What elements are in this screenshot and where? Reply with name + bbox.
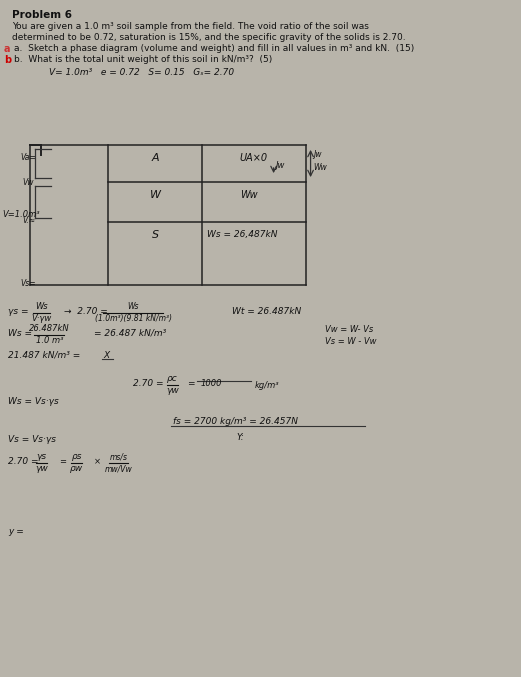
Text: a: a [4, 44, 10, 54]
Text: Jw: Jw [276, 161, 285, 170]
Text: Vw: Vw [23, 178, 34, 187]
Text: ρw: ρw [70, 464, 83, 473]
Text: 21.487 kN/m³ =: 21.487 kN/m³ = [8, 351, 80, 360]
Text: (1.0m³)(9.81 kN/m³): (1.0m³)(9.81 kN/m³) [95, 314, 171, 323]
Text: V= 1.0m³   e = 0.72   S= 0.15   Gₛ= 2.70: V= 1.0m³ e = 0.72 S= 0.15 Gₛ= 2.70 [49, 68, 234, 77]
Text: V·γw: V·γw [31, 314, 52, 323]
Text: 1.0 m³: 1.0 m³ [35, 336, 63, 345]
Text: b: b [4, 55, 11, 65]
Text: Ws = Vs·γs: Ws = Vs·γs [8, 397, 59, 406]
Text: γs: γs [36, 452, 46, 461]
Text: mw/Vw: mw/Vw [104, 464, 132, 473]
Text: b.  What is the total unit weight of this soil in kN/m³?  (5): b. What is the total unit weight of this… [14, 55, 272, 64]
Text: X: X [104, 351, 109, 360]
Text: determined to be 0.72, saturation is 15%, and the specific gravity of the solids: determined to be 0.72, saturation is 15%… [12, 33, 405, 42]
Text: Ww: Ww [240, 190, 258, 200]
Text: γs =: γs = [8, 307, 28, 316]
Text: W: W [150, 190, 161, 200]
Text: ×: × [94, 457, 101, 466]
Text: Vs = W - Vw: Vs = W - Vw [325, 337, 377, 346]
Text: =: = [59, 457, 66, 466]
Text: fs = 2700 kg/m³ = 26.457N: fs = 2700 kg/m³ = 26.457N [172, 417, 297, 426]
Text: Va=: Va= [21, 153, 36, 162]
Text: Ww: Ww [314, 163, 327, 172]
Text: Y:: Y: [237, 433, 244, 442]
Text: γw: γw [35, 464, 48, 473]
Text: Ws: Ws [127, 302, 139, 311]
Text: 2.70 =: 2.70 = [133, 379, 164, 388]
Text: ρs: ρs [72, 452, 82, 461]
Text: ρc: ρc [167, 374, 178, 383]
Text: You are given a 1.0 m³ soil sample from the field. The void ratio of the soil wa: You are given a 1.0 m³ soil sample from … [12, 22, 369, 31]
Text: S: S [152, 230, 159, 240]
Text: 26.487kN: 26.487kN [29, 324, 70, 333]
Text: Problem 6: Problem 6 [12, 10, 72, 20]
Text: A: A [152, 153, 159, 163]
Text: Wt = 26.487kN: Wt = 26.487kN [232, 307, 301, 316]
Text: Vw = W- Vs: Vw = W- Vs [325, 325, 374, 334]
Text: Jw: Jw [314, 150, 322, 159]
Text: V.≈: V.≈ [23, 216, 36, 225]
Text: a.  Sketch a phase diagram (volume and weight) and fill in all values in m³ and : a. Sketch a phase diagram (volume and we… [14, 44, 414, 53]
Text: Ws: Ws [35, 302, 48, 311]
Text: Ws = 26,487kN: Ws = 26,487kN [207, 230, 278, 239]
Text: ms/s: ms/s [109, 452, 127, 461]
Text: 2.70 =: 2.70 = [8, 457, 39, 466]
Text: Ws =: Ws = [8, 329, 32, 338]
Text: y =: y = [8, 527, 23, 536]
Text: kg/m³: kg/m³ [254, 381, 279, 390]
Text: UA×0: UA×0 [240, 153, 268, 163]
Text: V=1.0m³: V=1.0m³ [2, 210, 40, 219]
Text: γw: γw [166, 386, 179, 395]
Text: Vs=: Vs= [21, 279, 36, 288]
Text: = 26.487 kN/m³: = 26.487 kN/m³ [94, 329, 166, 338]
Text: 1000: 1000 [200, 379, 221, 388]
Text: =: = [188, 379, 195, 388]
Text: →  2.70 =: → 2.70 = [64, 307, 108, 316]
Text: Vs = Vs·γs: Vs = Vs·γs [8, 435, 56, 444]
